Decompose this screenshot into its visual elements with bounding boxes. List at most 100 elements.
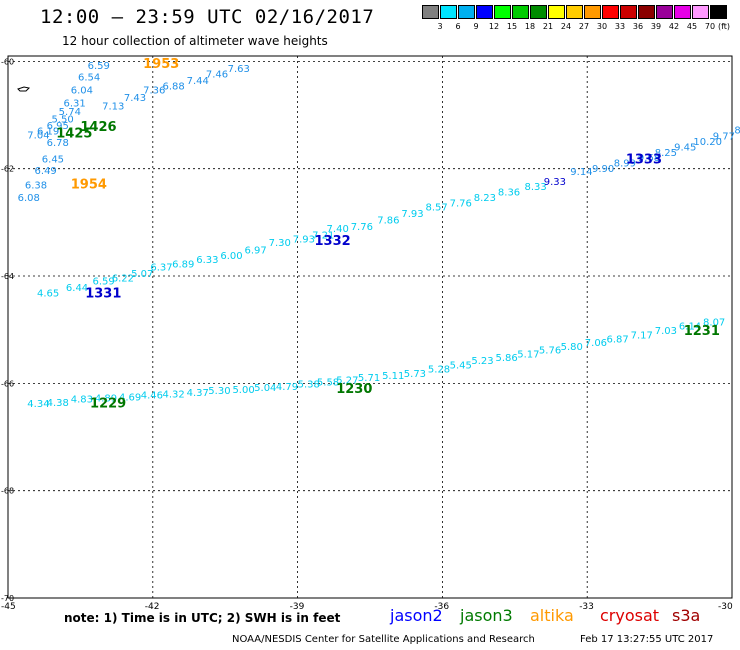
- wave-height-value: 7.86: [377, 215, 399, 226]
- legend-label: 21: [542, 22, 554, 31]
- legend-label: 42: [668, 22, 680, 31]
- wave-height-value: 9.14: [570, 167, 592, 178]
- wave-height-value: 6.44: [66, 283, 88, 294]
- wave-height-value: 6.33: [196, 255, 218, 266]
- pass-time-label: 1230: [336, 382, 372, 397]
- wave-height-value: 7.30: [269, 238, 291, 249]
- track-1229: 4.344.38 4.83 4.89 4.69 4.46 4.32 4.37 5.30 5.00…: [27, 369, 426, 412]
- wave-height-value: 7.93: [293, 235, 315, 246]
- legend-label: 6: [455, 22, 461, 31]
- wave-height-value: 6.22: [112, 273, 134, 284]
- wave-height-value: 9.90: [592, 164, 614, 175]
- wave-height-value: 6.87: [607, 335, 629, 346]
- longitude-label: -42: [145, 602, 160, 612]
- track-1333: 1333: [626, 152, 662, 167]
- pass-time-label: 1229: [90, 396, 126, 411]
- legend-label: 15: [506, 22, 518, 31]
- latitude-label: -62: [1, 165, 14, 174]
- legend-swatch: [584, 5, 601, 19]
- pass-time-label: 1332: [314, 234, 350, 249]
- wave-height-value: 6.37: [150, 263, 172, 274]
- wave-height-value: 4.65: [37, 288, 59, 299]
- wave-height-value: 8.92: [734, 125, 740, 136]
- legend-swatch: [674, 5, 691, 19]
- longitude-label: -30: [718, 602, 733, 612]
- pass-time-label: 1426: [80, 120, 116, 135]
- wave-height-value: 7.17: [631, 330, 653, 341]
- latitude-label: -68: [1, 487, 14, 496]
- wave-height-value: 7.21: [312, 230, 334, 241]
- wave-height-value: 4.46: [141, 390, 163, 401]
- wave-height-value: 8.57: [426, 203, 448, 214]
- wave-height-value: 5.23: [471, 356, 493, 367]
- track-1953: 6.596.54 6.046.315.745.506.956.197.04 7.13…: [27, 57, 250, 142]
- wave-height-value: 4.32: [162, 389, 184, 400]
- wave-height-value: 7.63: [228, 64, 250, 75]
- wave-height-value: 6.54: [78, 73, 100, 84]
- wave-height-value: 5.00: [232, 385, 254, 396]
- track-1230: 5.28 5.45 5.23 5.86 5.17 5.76 5.80 7.06 6.87 7.17…: [336, 317, 725, 397]
- coastline: [17, 86, 31, 92]
- wave-height-value: 8.99: [614, 159, 636, 170]
- legend-label: 39: [650, 22, 662, 31]
- legend-swatch: [476, 5, 493, 19]
- wave-height-value: 5.76: [539, 345, 561, 356]
- wave-height-value: 10.20: [693, 137, 722, 148]
- satellite-s3a: s3a: [672, 606, 701, 625]
- legend-swatch: [656, 5, 673, 19]
- wave-height-value: 8.36: [498, 188, 520, 199]
- legend-unit: (ft): [717, 22, 731, 31]
- wave-height-value: 5.04: [254, 383, 276, 394]
- wave-height-value: 7.76: [450, 198, 472, 209]
- legend-swatch: [548, 5, 565, 19]
- credit-line: NOAA/NESDIS Center for Satellite Applica…: [232, 634, 535, 645]
- wave-height-value: 6.04: [71, 86, 93, 97]
- satellite-cryosat: cryosat: [600, 606, 660, 625]
- wave-height-value: 6.59: [88, 61, 110, 72]
- wave-height-value: 4.89: [95, 394, 117, 405]
- satellite-altika: altika: [530, 606, 574, 625]
- legend-label: 24: [560, 22, 572, 31]
- legend-label: 27: [578, 22, 590, 31]
- longitude-label: -39: [290, 602, 305, 612]
- wave-height-value: 6.89: [172, 259, 194, 270]
- wave-height-value: 7.04: [27, 131, 49, 142]
- wave-height-value: 5.28: [428, 365, 450, 376]
- map-frame: [7, 55, 733, 599]
- longitude-label: -33: [579, 602, 594, 612]
- pass-time-label: 1954: [71, 178, 107, 193]
- wave-height-value: 9.45: [674, 142, 696, 153]
- legend-label: 36: [632, 22, 644, 31]
- latitude-label: -66: [1, 379, 14, 388]
- wave-height-value: 5.73: [404, 369, 426, 380]
- legend-swatch: [530, 5, 547, 19]
- legend-label: 9: [473, 22, 479, 31]
- wave-height-value: 6.00: [220, 251, 242, 262]
- wave-height-value: 4.34: [27, 399, 49, 410]
- legend-label: 3: [437, 22, 443, 31]
- latitude-label: -64: [1, 272, 14, 281]
- legend-swatch: [602, 5, 619, 19]
- wave-height-value: 6.45: [42, 154, 64, 165]
- wave-height-value: 5.30: [208, 386, 230, 397]
- wave-height-value: 9.68: [638, 153, 660, 164]
- wave-height-value: 5.71: [358, 373, 380, 384]
- wave-height-value: 5.74: [59, 107, 81, 118]
- wave-height-value: 8.33: [524, 182, 546, 193]
- wave-height-value: 4.37: [187, 388, 209, 399]
- wave-height-value: 6.78: [47, 138, 69, 149]
- satellite-jason2: jason2: [390, 606, 443, 625]
- wave-height-value: 8.23: [474, 193, 496, 204]
- wave-height-value: 6.95: [47, 121, 69, 132]
- legend-label: 45: [686, 22, 698, 31]
- wave-height-value: 7.76: [351, 222, 373, 233]
- map-grid: [7, 55, 733, 599]
- wave-height-value: 7.36: [143, 86, 165, 97]
- legend-swatch: [422, 5, 439, 19]
- wave-height-value: 7.03: [655, 326, 677, 337]
- island-outline: [17, 86, 31, 92]
- pass-time-label: 1231: [684, 324, 720, 339]
- altimeter-tracks: 6.596.546.046.315.745.506.956.197.047.13…: [18, 57, 740, 412]
- wave-height-value: 6.14: [679, 322, 701, 333]
